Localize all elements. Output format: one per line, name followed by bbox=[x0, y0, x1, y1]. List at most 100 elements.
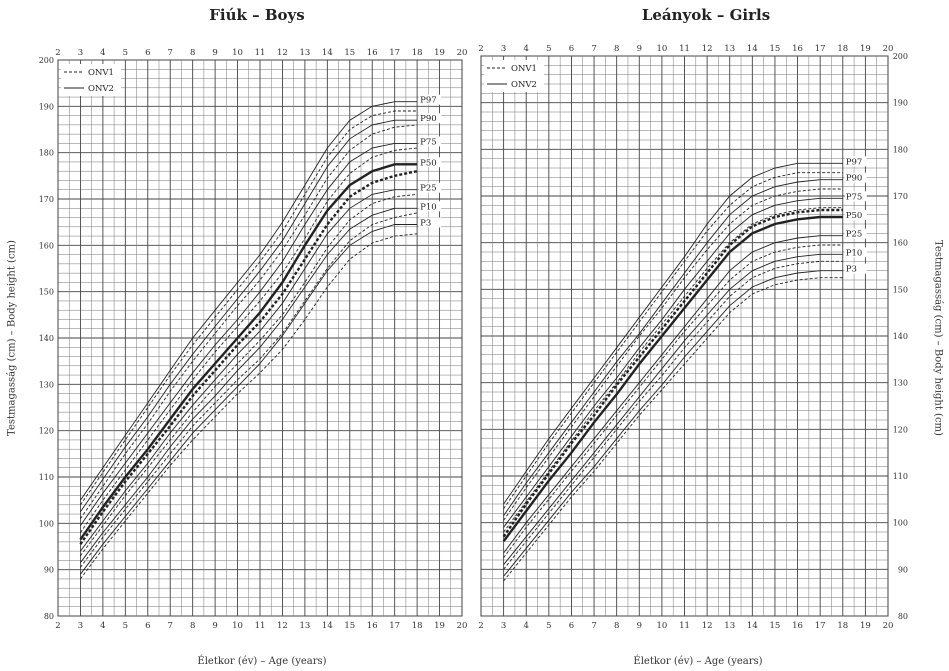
boys-legend-onv1-label: ONV1 bbox=[88, 68, 114, 78]
boys-x-tick-label-top: 7 bbox=[168, 48, 173, 58]
girls-x-tick-label-top: 3 bbox=[501, 44, 506, 54]
girls-x-tick-label: 10 bbox=[656, 621, 667, 631]
girls-x-tick-label-top: 19 bbox=[860, 44, 871, 54]
girls-series-onv1-p90 bbox=[503, 188, 843, 521]
boys-series-onv2-p75 bbox=[80, 142, 418, 526]
boys-y-tick-label: 180 bbox=[39, 149, 54, 158]
girls-percentile-label-p25: P25 bbox=[846, 230, 863, 240]
boys-y-tick-label: 160 bbox=[39, 241, 54, 250]
girls-percentile-label-p50: P50 bbox=[846, 211, 863, 221]
boys-x-tick-label-top: 10 bbox=[232, 48, 243, 58]
boys-x-tick-label: 8 bbox=[190, 621, 195, 631]
girls-x-tick-label: 2 bbox=[478, 621, 483, 631]
boys-x-tick-label: 9 bbox=[212, 621, 217, 631]
boys-series-onv2-p97 bbox=[80, 101, 418, 501]
boys-series-onv2-p10 bbox=[80, 207, 418, 563]
girls-x-tick-label-top: 9 bbox=[637, 44, 642, 54]
girls-y-tick-label: 160 bbox=[893, 239, 908, 248]
girls-series-onv1-p25 bbox=[503, 244, 843, 558]
boys-x-tick-label: 20 bbox=[457, 621, 468, 631]
boys-y-tick-label: 190 bbox=[39, 102, 54, 111]
girls-percentile-label-p97: P97 bbox=[846, 157, 863, 167]
girls-x-tick-label: 7 bbox=[591, 621, 596, 631]
girls-legend-onv2-label: ONV2 bbox=[511, 80, 537, 90]
boys-x-tick-label: 4 bbox=[100, 621, 105, 631]
girls-x-tick-label-top: 10 bbox=[656, 44, 667, 54]
girls-series-onv1-p75 bbox=[503, 207, 843, 533]
boys-x-tick-label-top: 5 bbox=[123, 48, 128, 58]
boys-percentile-label-bg bbox=[419, 136, 442, 147]
girls-y-tick-label: 170 bbox=[893, 192, 908, 201]
girls-series-onv2-p10 bbox=[503, 253, 843, 565]
girls-y-tick-label: 90 bbox=[898, 565, 908, 574]
girls-x-tick-label: 14 bbox=[747, 621, 758, 631]
boys-x-tick-label-top: 16 bbox=[367, 48, 378, 58]
boys-legend-onv2-label: ONV2 bbox=[88, 84, 114, 94]
girls-percentile-label-p90: P90 bbox=[846, 174, 863, 184]
boys-x-tick-label-top: 13 bbox=[299, 48, 310, 58]
girls-x-tick-label: 9 bbox=[637, 621, 642, 631]
girls-x-tick-label: 8 bbox=[614, 621, 619, 631]
girls-series-onv2-p97 bbox=[503, 162, 843, 505]
girls-y-tick-label: 80 bbox=[898, 612, 908, 621]
boys-x-tick-label-top: 12 bbox=[277, 48, 288, 58]
girls-x-tick-label: 4 bbox=[524, 621, 529, 631]
girls-series-onv2-p75 bbox=[503, 197, 843, 528]
girls-x-tick-label-top: 17 bbox=[815, 44, 826, 54]
girls-x-tick-label: 3 bbox=[501, 621, 506, 631]
boys-series-onv1-p3 bbox=[80, 233, 418, 580]
girls-x-tick-label: 12 bbox=[702, 621, 713, 631]
boys-x-tick-label: 19 bbox=[434, 621, 445, 631]
boys-x-tick-label: 5 bbox=[123, 621, 128, 631]
girls-y-tick-label: 200 bbox=[893, 52, 908, 61]
boys-x-tick-label-top: 6 bbox=[145, 48, 150, 58]
boys-percentile-label-bg bbox=[419, 182, 442, 193]
girls-x-tick-label-top: 8 bbox=[614, 44, 619, 54]
girls-x-tick-label: 19 bbox=[860, 621, 871, 631]
girls-x-tick-label: 17 bbox=[815, 621, 826, 631]
girls-x-tick-label-top: 20 bbox=[883, 44, 894, 54]
girls-chart-title: Leányok – Girls bbox=[641, 6, 771, 24]
girls-x-tick-label: 16 bbox=[792, 621, 803, 631]
boys-x-tick-label: 12 bbox=[277, 621, 288, 631]
boys-x-tick-label: 17 bbox=[389, 621, 400, 631]
boys-percentile-label-bg bbox=[419, 201, 442, 212]
girls-x-tick-label-top: 16 bbox=[792, 44, 803, 54]
boys-y-tick-label: 110 bbox=[39, 473, 54, 482]
boys-percentile-label-bg bbox=[419, 94, 442, 105]
boys-percentile-label-bg bbox=[419, 113, 442, 124]
girls-x-tick-label: 20 bbox=[883, 621, 894, 631]
boys-x-axis-label: Életkor (év) – Age (years) bbox=[197, 656, 327, 667]
girls-percentile-label-p10: P10 bbox=[846, 248, 863, 258]
girls-legend-onv1-label: ONV1 bbox=[511, 64, 537, 74]
girls-series-onv2-p25 bbox=[503, 235, 843, 554]
girls-x-tick-label: 13 bbox=[724, 621, 735, 631]
girls-legend-box bbox=[484, 60, 544, 92]
boys-x-tick-label-top: 14 bbox=[322, 48, 333, 58]
girls-y-tick-label: 150 bbox=[893, 285, 908, 294]
boys-x-tick-label-top: 19 bbox=[434, 48, 445, 58]
girls-y-tick-label: 110 bbox=[893, 472, 908, 481]
girls-y-tick-label: 140 bbox=[893, 332, 908, 341]
boys-x-tick-label-top: 17 bbox=[389, 48, 400, 58]
boys-percentile-label-p75: P75 bbox=[420, 137, 437, 147]
boys-x-tick-label-top: 3 bbox=[78, 48, 83, 58]
boys-percentile-label-p3: P3 bbox=[420, 218, 431, 228]
girls-x-tick-label-top: 14 bbox=[747, 44, 758, 54]
boys-x-tick-label-top: 11 bbox=[255, 48, 266, 58]
girls-x-axis-label: Életkor (év) – Age (years) bbox=[633, 656, 763, 667]
girls-series-onv2-p90 bbox=[503, 179, 843, 516]
girls-y-tick-label: 190 bbox=[893, 99, 908, 108]
girls-percentile-label-bg bbox=[844, 191, 867, 202]
girls-x-tick-label: 18 bbox=[837, 621, 848, 631]
boys-y-tick-label: 130 bbox=[39, 380, 54, 389]
boys-series-onv1-p90 bbox=[80, 124, 418, 519]
boys-x-tick-label: 7 bbox=[168, 621, 173, 631]
boys-y-tick-label: 140 bbox=[39, 334, 54, 343]
girls-percentile-label-bg bbox=[844, 172, 867, 183]
girls-x-tick-label-top: 4 bbox=[524, 44, 529, 54]
boys-x-tick-label: 18 bbox=[412, 621, 423, 631]
boys-x-tick-label-top: 20 bbox=[457, 48, 468, 58]
girls-y-tick-label: 120 bbox=[893, 425, 908, 434]
